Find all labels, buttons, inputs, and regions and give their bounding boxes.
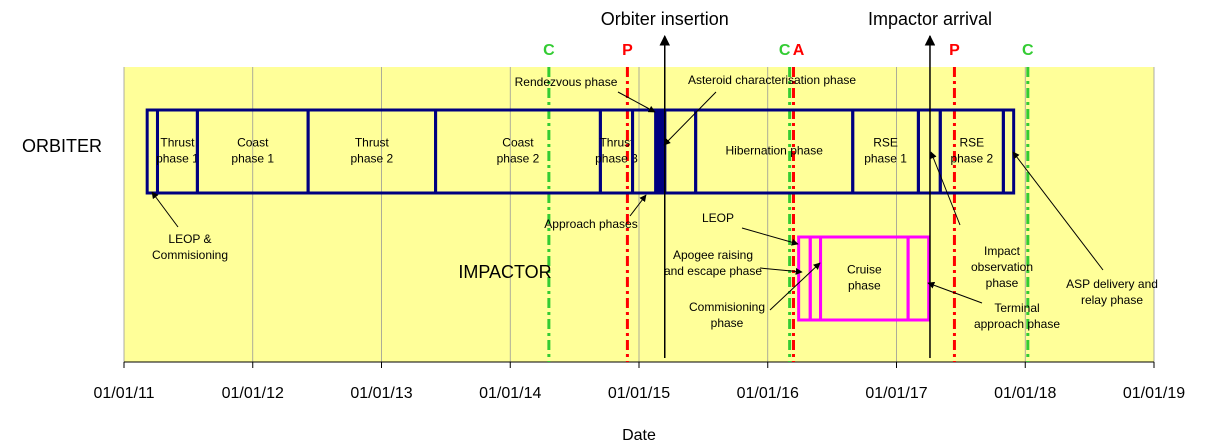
event-label: A (793, 42, 805, 59)
phase-label: RSE (873, 136, 898, 150)
milestone-label: Impactor arrival (868, 9, 992, 29)
track-label: IMPACTOR (458, 262, 551, 282)
callout-arrow (663, 91, 717, 146)
x-tick-label: 01/01/14 (479, 385, 541, 402)
track-label: ORBITER (22, 136, 102, 156)
event-label: P (949, 42, 960, 59)
phase-label: phase 2 (950, 152, 993, 166)
phase-label: Thrust (160, 136, 195, 150)
event-label: P (622, 42, 633, 59)
phase-label: Thrust (599, 136, 634, 150)
callout-label: phase (986, 276, 1019, 290)
phase-label: Coast (502, 136, 534, 150)
callout-label: Asteroid characterisation phase (688, 73, 856, 87)
phase-label: Cruise (847, 263, 882, 277)
callout-label: approach phase (974, 317, 1060, 331)
callout-arrow (930, 151, 961, 226)
callout-label: Impact (984, 244, 1021, 258)
event-label: C (779, 42, 791, 59)
phase-label: Coast (237, 136, 269, 150)
x-tick-label: 01/01/17 (865, 385, 927, 402)
x-tick-label: 01/01/15 (608, 385, 670, 402)
phase-label: Thrust (355, 136, 390, 150)
callout-label: Apogee raising (673, 248, 753, 262)
callout-label: Commisioning (689, 300, 765, 314)
callout-arrow (759, 267, 803, 275)
x-tick-label: 01/01/11 (93, 385, 154, 402)
callout-label: LEOP & (168, 232, 211, 246)
phase-segment (906, 235, 931, 322)
x-tick-label: 01/01/18 (994, 385, 1056, 402)
callout-arrow (629, 194, 647, 217)
callout-arrow (769, 262, 821, 311)
callout-label: Commisioning (152, 248, 228, 262)
phase-label: phase 1 (864, 152, 907, 166)
event-label: C (543, 42, 555, 59)
callout-arrow (927, 281, 983, 304)
phase-label: Hibernation phase (725, 144, 823, 158)
callout-label: Terminal (994, 301, 1039, 315)
milestone-label: Orbiter insertion (601, 9, 729, 29)
callout-label: Approach phases (544, 217, 637, 231)
phase-label: phase 2 (497, 152, 540, 166)
phase-label: phase 1 (156, 152, 199, 166)
callout-arrow (617, 91, 656, 113)
callout-arrow (1012, 151, 1104, 271)
phase-label: phase (848, 279, 881, 293)
x-tick-label: 01/01/19 (1123, 385, 1185, 402)
callout-label: LEOP (702, 211, 734, 225)
event-label: C (1022, 42, 1034, 59)
x-axis-label: Date (622, 427, 656, 444)
phase-label: phase 1 (231, 152, 274, 166)
phase-label: phase 3 (595, 152, 638, 166)
callout-arrow (741, 227, 799, 246)
x-tick-label: 01/01/16 (737, 385, 799, 402)
callout-label: relay phase (1081, 293, 1143, 307)
x-tick-label: 01/01/13 (350, 385, 412, 402)
callout-label: and escape phase (664, 264, 762, 278)
callout-label: ASP delivery and (1066, 277, 1158, 291)
phase-label: RSE (959, 136, 984, 150)
callout-label: observation (971, 260, 1033, 274)
x-tick-label: 01/01/12 (222, 385, 284, 402)
phase-label: phase 2 (350, 152, 393, 166)
callout-label: phase (711, 316, 744, 330)
callout-label: Rendezvous phase (515, 75, 618, 89)
callout-arrow (151, 191, 179, 228)
